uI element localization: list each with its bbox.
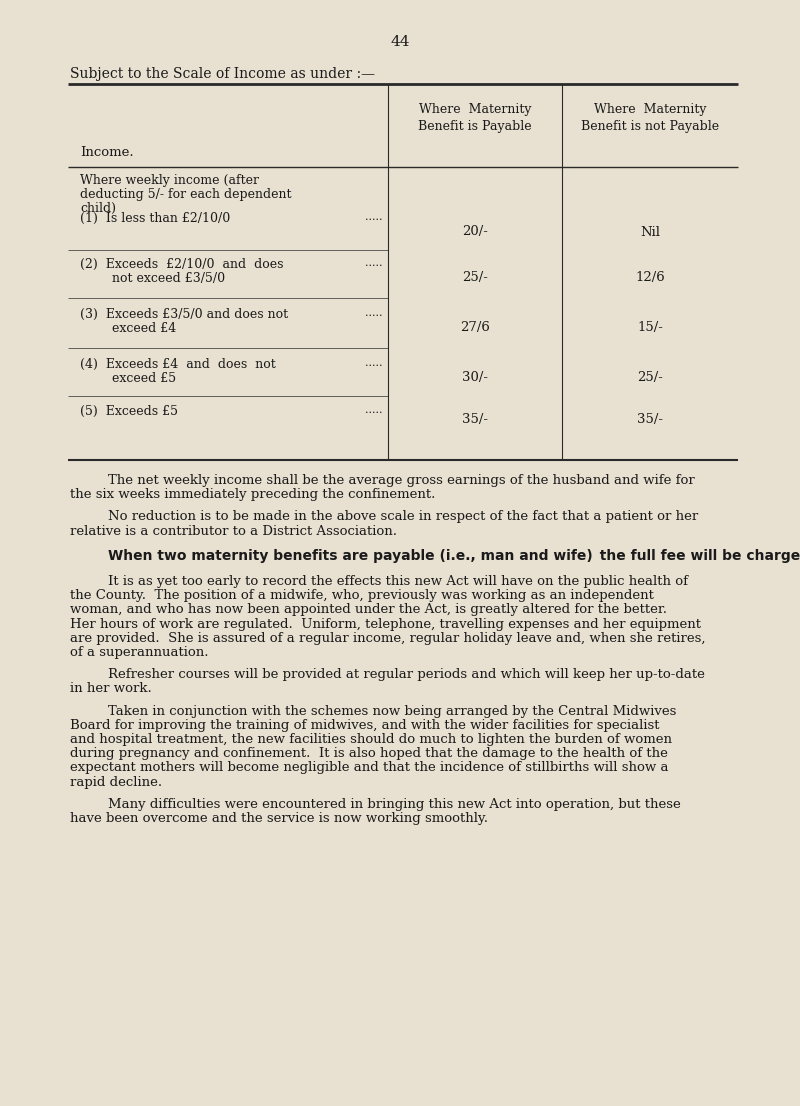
Text: the County.  The position of a midwife, who, previously was working as an indepe: the County. The position of a midwife, w… — [70, 589, 654, 602]
Text: are provided.  She is assured of a regular income, regular holiday leave and, wh: are provided. She is assured of a regula… — [70, 632, 706, 645]
Text: No reduction is to be made in the above scale in respect of the fact that a pati: No reduction is to be made in the above … — [108, 510, 698, 523]
Text: 35/-: 35/- — [637, 414, 663, 427]
Text: Income.: Income. — [80, 146, 134, 158]
Text: Where  Maternity: Where Maternity — [594, 103, 706, 116]
Text: 25/-: 25/- — [637, 372, 663, 385]
Text: Her hours of work are regulated.  Uniform, telephone, travelling expenses and he: Her hours of work are regulated. Uniform… — [70, 617, 701, 630]
Text: .....: ..... — [365, 358, 382, 368]
Text: Refresher courses will be provided at regular periods and which will keep her up: Refresher courses will be provided at re… — [108, 668, 705, 681]
Text: woman, and who has now been appointed under the Act, is greatly altered for the : woman, and who has now been appointed un… — [70, 604, 667, 616]
Text: during pregnancy and confinement.  It is also hoped that the damage to the healt: during pregnancy and confinement. It is … — [70, 748, 668, 760]
Text: exceed £5: exceed £5 — [80, 372, 176, 385]
Text: .....: ..... — [365, 405, 382, 415]
Text: 35/-: 35/- — [462, 414, 488, 427]
Text: 15/-: 15/- — [637, 322, 663, 334]
Text: Board for improving the training of midwives, and with the wider facilities for : Board for improving the training of midw… — [70, 719, 659, 732]
Text: Many difficulties were encountered in bringing this new Act into operation, but : Many difficulties were encountered in br… — [108, 797, 681, 811]
Text: It is as yet too early to record the effects this new Act will have on the publi: It is as yet too early to record the eff… — [108, 575, 688, 588]
Text: (1)  Is less than £2/10/0: (1) Is less than £2/10/0 — [80, 212, 230, 225]
Text: relative is a contributor to a District Association.: relative is a contributor to a District … — [70, 524, 397, 538]
Text: child): child) — [80, 202, 116, 215]
Text: 44: 44 — [390, 35, 410, 49]
Text: exceed £4: exceed £4 — [80, 322, 176, 335]
Text: have been overcome and the service is now working smoothly.: have been overcome and the service is no… — [70, 812, 488, 825]
Text: The net weekly income shall be the average gross earnings of the husband and wif: The net weekly income shall be the avera… — [108, 474, 694, 487]
Text: 30/-: 30/- — [462, 372, 488, 385]
Text: 12/6: 12/6 — [635, 271, 665, 284]
Text: .....: ..... — [365, 258, 382, 268]
Text: deducting 5/- for each dependent: deducting 5/- for each dependent — [80, 188, 291, 201]
Text: (5)  Exceeds £5: (5) Exceeds £5 — [80, 405, 178, 418]
Text: Taken in conjunction with the schemes now being arranged by the Central Midwives: Taken in conjunction with the schemes no… — [108, 705, 676, 718]
Text: Nil: Nil — [640, 226, 660, 239]
Text: 25/-: 25/- — [462, 271, 488, 284]
Text: the six weeks immediately preceding the confinement.: the six weeks immediately preceding the … — [70, 488, 435, 501]
Text: rapid decline.: rapid decline. — [70, 775, 162, 789]
Text: Benefit is Payable: Benefit is Payable — [418, 119, 532, 133]
Text: in her work.: in her work. — [70, 682, 152, 696]
Text: .....: ..... — [365, 212, 382, 222]
Text: and hospital treatment, the new facilities should do much to lighten the burden : and hospital treatment, the new faciliti… — [70, 733, 672, 747]
Text: 20/-: 20/- — [462, 226, 488, 239]
Text: Where weekly income (after: Where weekly income (after — [80, 174, 259, 187]
Text: Benefit is not Payable: Benefit is not Payable — [581, 119, 719, 133]
Text: (3)  Exceeds £3/5/0 and does not: (3) Exceeds £3/5/0 and does not — [80, 307, 288, 321]
Text: Where  Maternity: Where Maternity — [418, 103, 531, 116]
Text: expectant mothers will become negligible and that the incidence of stillbirths w: expectant mothers will become negligible… — [70, 761, 669, 774]
Text: (4)  Exceeds £4  and  does  not: (4) Exceeds £4 and does not — [80, 358, 276, 371]
Text: of a superannuation.: of a superannuation. — [70, 646, 209, 659]
Text: When two maternity benefits are payable (i.e., man and wife) the full fee will b: When two maternity benefits are payable … — [108, 549, 800, 563]
Text: .....: ..... — [365, 307, 382, 319]
Text: 27/6: 27/6 — [460, 322, 490, 334]
Text: not exceed £3/5/0: not exceed £3/5/0 — [80, 272, 225, 285]
Text: (2)  Exceeds  £2/10/0  and  does: (2) Exceeds £2/10/0 and does — [80, 258, 283, 271]
Text: Subject to the Scale of Income as under :—: Subject to the Scale of Income as under … — [70, 67, 375, 81]
